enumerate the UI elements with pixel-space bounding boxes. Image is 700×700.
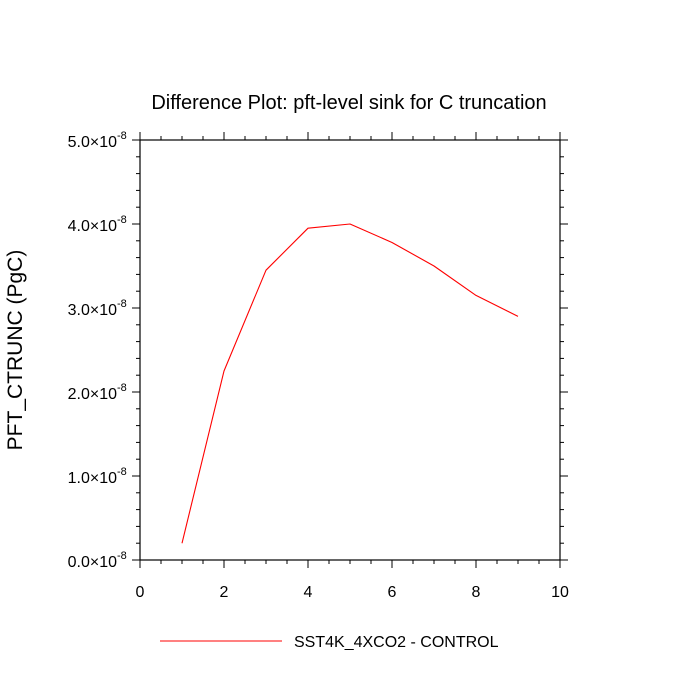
x-tick-label: 10 [551, 584, 569, 601]
plot-frame [139, 139, 561, 561]
y-tick-label-exponent: -8 [117, 382, 127, 394]
x-tick-label: 4 [304, 584, 313, 601]
x-axis-tick-labels: 0 2 4 6 8 10 [136, 584, 569, 601]
y-tick-label-exponent: -8 [117, 550, 127, 562]
y-tick-label: 4.0×10 [68, 218, 117, 235]
y-axis-tick-labels: 0.0×10 -81.0×10 -82.0×10 -83.0×10 -84.0×10 -8… [68, 130, 127, 571]
legend-label: SST4K_4XCO2 - CONTROL [294, 634, 499, 651]
series-group [181, 223, 519, 544]
y-tick-label: 5.0×10 [68, 134, 117, 151]
y-tick-label: 1.0×10 [68, 470, 117, 487]
y-tick-label: 3.0×10 [68, 302, 117, 319]
series-line-0 [181, 223, 519, 544]
x-tick-label: 2 [220, 584, 229, 601]
y-tick-label-exponent: -8 [117, 298, 127, 310]
y-axis-label: PFT_CTRUNC (PgC) [4, 250, 27, 451]
x-tick-label: 6 [388, 584, 397, 601]
y-tick-label-exponent: -8 [117, 466, 127, 478]
y-tick-label: 2.0×10 [68, 386, 117, 403]
y-tick-label: 0.0×10 [68, 554, 117, 571]
chart-title: Difference Plot: pft-level sink for C tr… [151, 92, 546, 114]
x-tick-label: 8 [472, 584, 481, 601]
y-tick-label-exponent: -8 [117, 130, 127, 142]
axis-ticks [132, 132, 568, 568]
x-tick-label: 0 [136, 584, 145, 601]
legend: SST4K_4XCO2 - CONTROL [160, 634, 499, 651]
y-tick-label-exponent: -8 [117, 214, 127, 226]
